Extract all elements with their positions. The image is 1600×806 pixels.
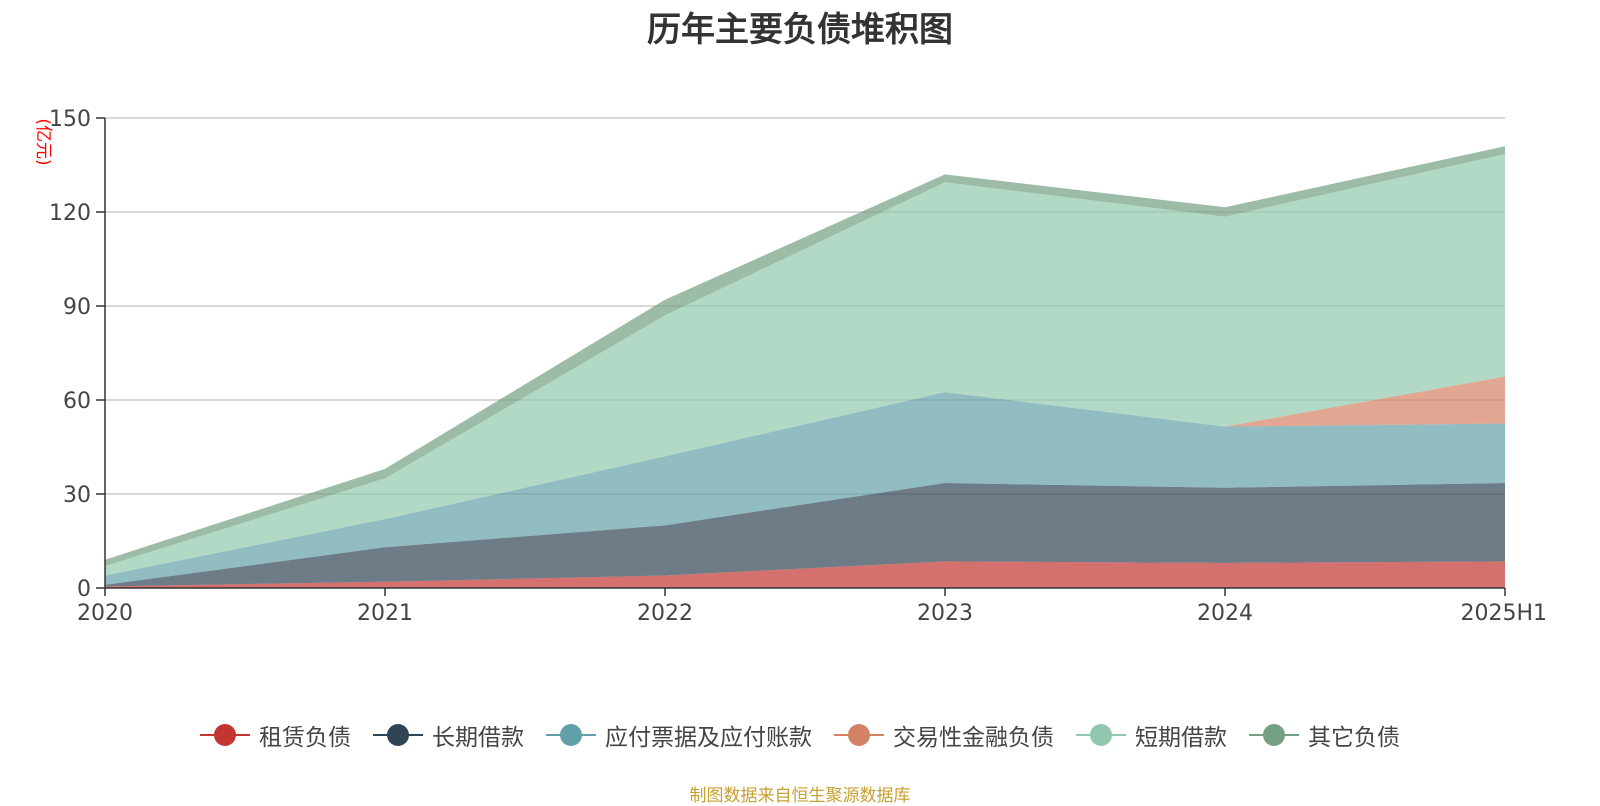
x-tick-label: 2021: [357, 601, 413, 626]
x-tick-label: 2023: [917, 601, 973, 626]
area-series-1[interactable]: [105, 561, 1505, 588]
legend-label: 租赁负债: [259, 725, 351, 751]
legend-label: 长期借款: [432, 725, 524, 751]
x-tick-label: 2024: [1197, 601, 1253, 626]
y-unit-label: (亿元): [33, 118, 53, 165]
x-tick-label: 2020: [77, 601, 133, 626]
legend-label: 交易性金融负债: [893, 725, 1054, 751]
legend-item[interactable]: 交易性金融负债: [834, 718, 1054, 752]
legend-marker-icon: [834, 723, 884, 747]
legend-item[interactable]: 长期借款: [373, 718, 524, 752]
legend-marker-icon: [1249, 723, 1299, 747]
legend-marker-icon: [200, 723, 250, 747]
legend-marker-icon: [373, 723, 423, 747]
area-series-3[interactable]: [105, 392, 1505, 585]
y-tick-label: 120: [49, 201, 91, 226]
legend-label: 其它负债: [1308, 725, 1400, 751]
x-tick-label: 2022: [637, 601, 693, 626]
area-series-5[interactable]: [105, 154, 1505, 576]
chart-title: 历年主要负债堆积图: [647, 10, 953, 50]
legend-item[interactable]: 应付票据及应付账款: [546, 718, 812, 752]
source-note: 制图数据来自恒生聚源数据库: [689, 786, 911, 806]
y-tick-label: 60: [63, 389, 91, 414]
axis-layer: 0 30 60 90 120 150 2020 2021 2022 2023 2024 2025H1: [49, 107, 1547, 626]
legend-label: 短期借款: [1135, 725, 1227, 751]
area-layer: [105, 146, 1505, 588]
y-tick-label: 30: [63, 483, 91, 508]
y-tick-label: 90: [63, 295, 91, 320]
y-tick-label: 0: [77, 577, 91, 602]
area-series-2[interactable]: [105, 483, 1505, 587]
legend-marker-icon: [546, 723, 596, 747]
y-tick-label: 150: [49, 107, 91, 132]
legend-label: 应付票据及应付账款: [605, 725, 812, 751]
legend-item[interactable]: 租赁负债: [200, 718, 351, 752]
legend-item[interactable]: 短期借款: [1076, 718, 1227, 752]
legend-item[interactable]: 其它负债: [1249, 718, 1400, 752]
legend: 租赁负债 长期借款 应付票据及应付账款 交易性金融负债 短期借款 其它负债: [0, 718, 1600, 752]
x-tick-label: 2025H1: [1460, 601, 1547, 626]
legend-marker-icon: [1076, 723, 1126, 747]
